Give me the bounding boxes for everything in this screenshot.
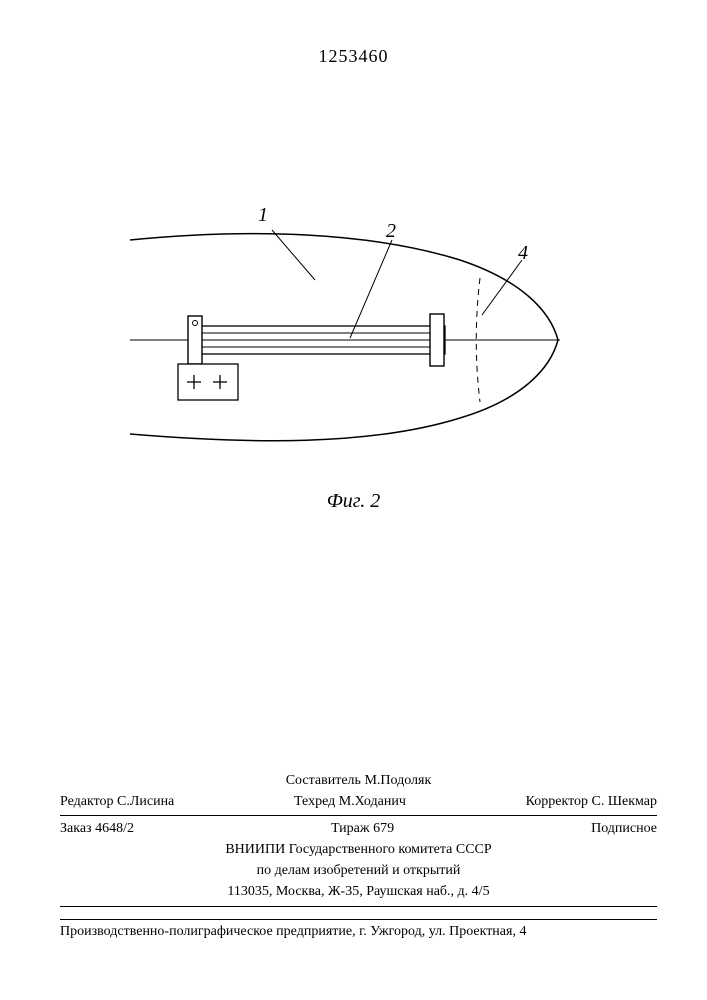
- label-1: 1: [258, 204, 268, 227]
- figure-diagram: 1 2 4: [130, 210, 560, 470]
- order-row: Заказ 4648/2 Тираж 679 Подписное: [60, 819, 657, 840]
- leader-1: [272, 230, 315, 280]
- org-line-1: ВНИИПИ Государственного комитета СССР: [60, 840, 657, 861]
- tirazh-value: 679: [373, 821, 394, 836]
- compiler-line: Составитель М.Подоляк: [60, 771, 657, 792]
- tirazh-cell: Тираж 679: [331, 820, 394, 839]
- order-label: Заказ: [60, 821, 92, 836]
- label-4: 4: [518, 242, 528, 265]
- compiler-label: Составитель: [286, 773, 361, 788]
- order-value: 4648/2: [95, 821, 134, 836]
- org-address: 113035, Москва, Ж-35, Раушская наб., д. …: [60, 882, 657, 903]
- techred-label: Техред: [294, 794, 335, 809]
- left-bracket: [188, 316, 202, 364]
- order-cell: Заказ 4648/2: [60, 820, 134, 839]
- footer-block: Составитель М.Подоляк Редактор С.Лисина …: [60, 771, 657, 910]
- figure-svg: [130, 210, 560, 470]
- corrector-cell: Корректор С. Шекмар: [526, 793, 657, 812]
- corrector-name: С. Шекмар: [592, 794, 657, 809]
- figure-caption: Фиг. 2: [327, 490, 381, 513]
- techred-cell: Техред М.Ходанич: [294, 793, 406, 812]
- editor-label: Редактор: [60, 794, 114, 809]
- corrector-label: Корректор: [526, 794, 588, 809]
- print-info: Производственно-полиграфическое предприя…: [60, 919, 657, 940]
- org-line-2: по делам изобретений и открытий: [60, 861, 657, 882]
- compiler-name: М.Подоляк: [364, 773, 431, 788]
- leader-2: [350, 240, 392, 338]
- techred-name: М.Ходанич: [339, 794, 406, 809]
- tirazh-label: Тираж: [331, 821, 370, 836]
- editor-cell: Редактор С.Лисина: [60, 793, 174, 812]
- divider-2: [60, 906, 657, 907]
- label-2: 2: [386, 220, 396, 243]
- subscription: Подписное: [591, 820, 657, 839]
- credits-row: Редактор С.Лисина Техред М.Ходанич Корре…: [60, 792, 657, 813]
- divider-1: [60, 815, 657, 816]
- page-number: 1253460: [319, 46, 389, 67]
- right-bracket: [430, 314, 444, 366]
- editor-name: С.Лисина: [117, 794, 174, 809]
